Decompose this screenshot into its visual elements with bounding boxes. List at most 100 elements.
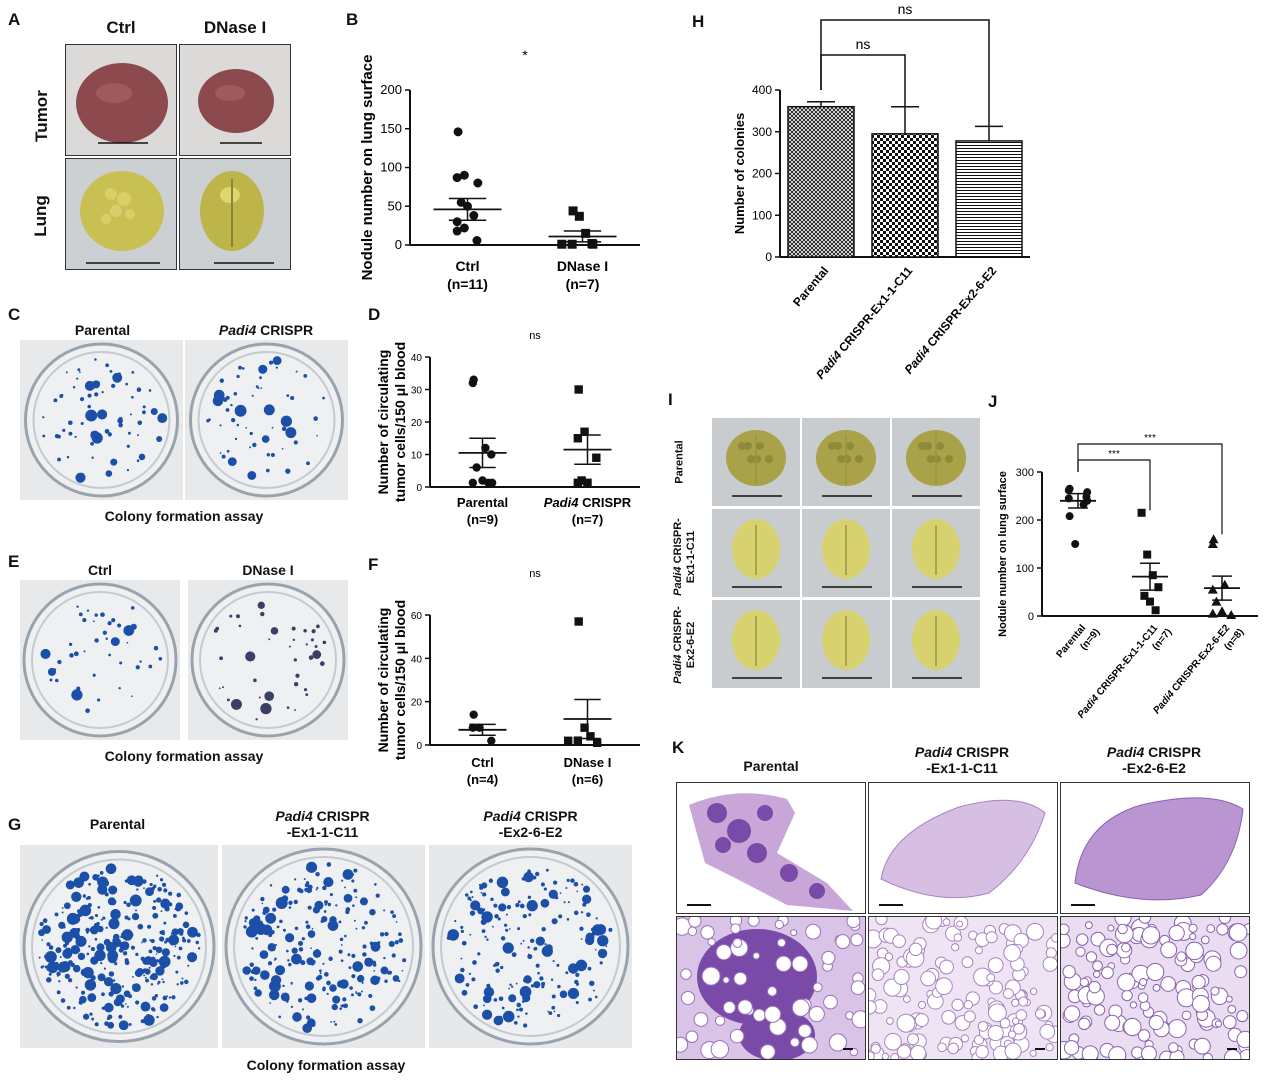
colony	[567, 901, 570, 904]
colony	[517, 1015, 520, 1018]
colony	[123, 900, 127, 905]
colony	[398, 938, 404, 943]
colony	[107, 1021, 115, 1029]
colony	[482, 1009, 493, 1020]
colony	[118, 686, 121, 690]
colony	[398, 932, 402, 937]
colony	[96, 943, 105, 952]
colony	[305, 693, 309, 697]
colony	[283, 995, 290, 1002]
colony	[314, 900, 324, 910]
colony	[505, 913, 508, 916]
colony	[219, 656, 224, 661]
data-point	[459, 223, 469, 233]
colony	[76, 686, 81, 691]
y-tick-label: 400	[752, 83, 772, 97]
colony	[541, 985, 545, 989]
colony	[250, 921, 252, 924]
colony	[137, 434, 140, 437]
colony	[480, 919, 487, 926]
colony	[493, 903, 498, 908]
dish-rim	[431, 847, 630, 1046]
tissue-feature	[896, 1013, 916, 1033]
colony	[100, 612, 105, 617]
colony	[322, 987, 326, 992]
colony	[384, 931, 389, 937]
colony	[311, 629, 316, 634]
colony	[233, 392, 238, 396]
colony	[288, 962, 292, 967]
colony	[374, 983, 377, 986]
data-point	[487, 736, 496, 745]
colony	[179, 981, 184, 985]
significance-label: ns	[856, 36, 871, 52]
colony	[328, 956, 333, 961]
panel-label-f: F	[368, 555, 379, 574]
colony	[144, 976, 147, 979]
colony	[46, 968, 49, 971]
colony	[270, 627, 279, 635]
colony	[158, 955, 171, 968]
colony	[136, 967, 144, 976]
colony	[295, 673, 300, 678]
colony	[575, 959, 588, 972]
data-point	[473, 178, 483, 188]
colony	[288, 906, 292, 909]
colony	[520, 942, 523, 945]
tissue-feature	[1229, 941, 1248, 960]
colony	[85, 708, 90, 714]
colony	[154, 994, 159, 998]
dish-inner-rim	[199, 591, 337, 729]
colony	[94, 877, 97, 881]
colony	[286, 394, 290, 398]
tissue-feature	[1029, 987, 1038, 996]
dish-inner-rim	[197, 351, 336, 489]
tissue-feature	[1228, 923, 1248, 942]
data-point	[452, 217, 462, 227]
tissue-feature	[1222, 1015, 1237, 1030]
chart-d: 0 10 20 30 40 Number of circulating tumor cell…	[370, 315, 640, 527]
colony	[326, 862, 332, 867]
colony	[48, 972, 52, 976]
colony	[395, 921, 398, 923]
colony	[79, 371, 81, 373]
bar	[871, 133, 939, 258]
colony	[87, 993, 97, 1002]
colony	[109, 370, 113, 373]
colony	[297, 887, 302, 893]
colony	[319, 972, 322, 975]
tissue-feature	[1234, 965, 1248, 979]
colony	[281, 885, 290, 894]
colony	[115, 941, 119, 945]
colony	[150, 1007, 155, 1011]
colony	[285, 933, 295, 943]
lung-image	[732, 519, 782, 588]
y-tick-label: 0	[1028, 611, 1034, 623]
colony	[472, 902, 475, 905]
tissue-feature	[1108, 1046, 1127, 1059]
nodule	[834, 442, 842, 450]
colony	[491, 991, 495, 995]
colony	[71, 689, 83, 701]
colony	[361, 981, 364, 984]
colony	[311, 959, 316, 965]
row-header-tumor-wrap: Tumor	[30, 80, 70, 150]
colony	[484, 935, 487, 939]
colony	[539, 976, 544, 981]
y-tick-label: 150	[380, 121, 402, 136]
colony	[78, 612, 83, 617]
colony	[303, 374, 308, 378]
colony	[61, 931, 73, 943]
colony	[319, 969, 322, 973]
colony	[148, 389, 152, 392]
tissue-feature	[1160, 941, 1178, 959]
significance-label: ***	[1144, 433, 1156, 444]
colony	[446, 935, 451, 941]
colony	[250, 969, 256, 974]
data-point	[1079, 500, 1088, 509]
tissue-feature	[812, 982, 823, 993]
data-point	[1207, 539, 1218, 548]
colony	[176, 955, 181, 960]
colony	[563, 901, 566, 904]
colony	[475, 903, 479, 907]
